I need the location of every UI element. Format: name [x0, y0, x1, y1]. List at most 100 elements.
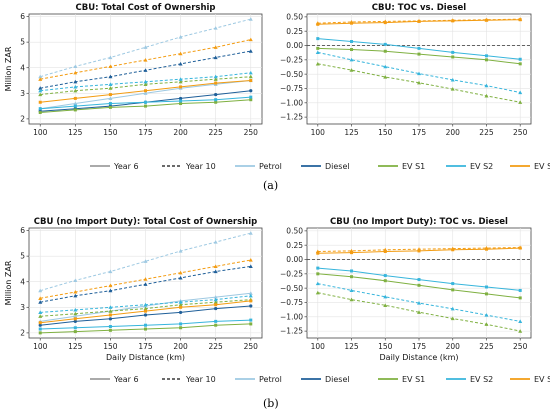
data-point — [73, 108, 77, 112]
chart-title: CBU: Total Cost of Ownership — [75, 3, 215, 13]
x-tick-label: 250 — [513, 342, 528, 351]
data-point — [38, 288, 43, 293]
y-tick-label: 2 — [20, 114, 25, 123]
data-point — [214, 303, 218, 307]
data-point — [73, 70, 78, 75]
data-point — [450, 306, 455, 311]
legend-label: Year 6 — [114, 374, 139, 384]
data-point — [73, 314, 78, 318]
x-tick-label: 125 — [344, 128, 359, 137]
data-point — [518, 319, 523, 323]
data-point — [143, 259, 148, 263]
y-tick-label: 5 — [20, 252, 25, 261]
data-point — [213, 300, 218, 304]
data-point — [349, 20, 354, 24]
data-point — [143, 302, 148, 307]
data-point — [451, 50, 455, 54]
x-tick-label: 150 — [103, 128, 118, 137]
data-point — [38, 327, 42, 331]
data-point — [73, 84, 78, 89]
data-point — [213, 74, 218, 79]
data-point — [248, 74, 253, 79]
data-point — [214, 98, 218, 102]
data-point — [144, 323, 147, 327]
data-point — [143, 91, 148, 95]
y-tick-label: 0.25 — [286, 27, 303, 36]
data-point — [108, 324, 112, 328]
data-point — [248, 291, 253, 295]
data-point — [315, 249, 320, 254]
x-tick-label: 175 — [412, 128, 427, 137]
y-tick-label: 0.50 — [286, 12, 303, 21]
data-point — [143, 313, 148, 317]
y-tick-label: 3 — [20, 303, 25, 312]
data-point — [178, 302, 183, 307]
data-point — [249, 95, 253, 99]
data-point — [38, 331, 42, 335]
data-point — [179, 305, 183, 309]
chart-3: 100 125 150 175 200 225 250 2 3 4 5 6 CBU (no Import… — [4, 217, 263, 362]
data-point — [316, 46, 320, 50]
chart-title: CBU (no Import Duty): TOC vs. Diesel — [330, 217, 508, 227]
data-point — [73, 293, 78, 298]
legend-label: EV S2 — [470, 374, 494, 384]
data-point — [38, 323, 42, 327]
data-point — [518, 17, 523, 21]
data-point — [38, 92, 43, 97]
y-axis-label: Million ZAR — [4, 260, 13, 305]
legend-swatch — [301, 378, 321, 380]
data-point — [38, 110, 42, 114]
legend-b: Year 6 Year 10 Petrol Diesel EV S1 EV S2 EV S3 — [0, 370, 550, 388]
data-point — [249, 299, 253, 303]
legend-swatch — [162, 378, 182, 380]
y-tick-label: 6 — [20, 12, 25, 21]
y-tick-label: −1.25 — [280, 113, 303, 122]
data-point — [451, 282, 455, 286]
legend-swatch — [162, 165, 182, 167]
caption-a: (a) — [263, 179, 279, 192]
data-point — [179, 326, 183, 330]
data-point — [38, 296, 43, 300]
data-point — [144, 309, 147, 313]
legend-swatch — [90, 378, 110, 380]
legend-item: EV S1 — [378, 157, 425, 175]
data-point — [383, 75, 388, 79]
data-point — [108, 102, 112, 106]
data-point — [248, 37, 253, 42]
data-point — [248, 49, 253, 53]
data-point — [178, 61, 183, 66]
data-point — [248, 17, 253, 21]
data-point — [383, 303, 388, 307]
y-tick-label: 2 — [20, 328, 25, 337]
data-point — [213, 295, 218, 299]
legend-label: Petrol — [259, 374, 282, 384]
data-point — [178, 249, 183, 253]
x-tick-label: 125 — [68, 342, 83, 351]
data-point — [214, 100, 218, 104]
legend-item: Year 10 — [162, 157, 216, 175]
data-point — [450, 18, 455, 22]
x-tick-label: 250 — [244, 342, 259, 351]
data-point — [383, 64, 388, 69]
data-point — [179, 102, 183, 106]
data-point — [214, 92, 218, 97]
data-point — [248, 231, 253, 235]
data-point — [73, 319, 77, 323]
data-point — [349, 68, 354, 72]
data-point — [383, 42, 387, 46]
data-point — [451, 55, 455, 59]
legend-label: Diesel — [325, 161, 350, 171]
data-point — [178, 270, 183, 275]
data-point — [108, 328, 112, 332]
legend-item: Petrol — [235, 370, 282, 388]
x-tick-label: 100 — [311, 128, 326, 137]
data-point — [383, 247, 388, 252]
data-point — [73, 88, 78, 93]
legend-item: Year 6 — [90, 157, 139, 175]
data-point — [484, 17, 489, 22]
data-point — [108, 74, 113, 79]
legend-item: EV S3 — [510, 370, 550, 388]
x-tick-label: 150 — [378, 128, 393, 137]
x-tick-label: 150 — [103, 342, 118, 351]
